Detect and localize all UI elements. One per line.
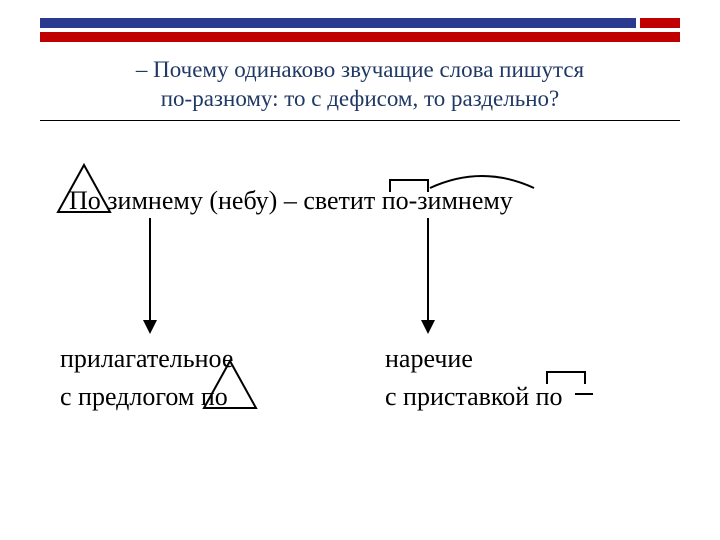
right-line-2-prefix: с приставкой <box>385 382 536 411</box>
red-square <box>640 18 680 28</box>
heading-divider <box>40 120 680 121</box>
right-line-1: наречие <box>385 340 563 378</box>
prefix-bracket-icon <box>545 368 587 386</box>
sentence-part-1: зимнему (небу) – светит <box>101 186 382 215</box>
sentence-part-2: зимнему <box>417 186 513 215</box>
blue-bar <box>40 18 636 28</box>
triangle-icon <box>54 162 114 218</box>
heading-line-2: по-разному: то с дефисом, то раздельно? <box>161 86 559 111</box>
arrow-down-icon <box>416 218 440 336</box>
heading-line-1: – Почему одинаково звучащие слова пишутс… <box>136 57 584 82</box>
prefix-bracket-icon <box>388 176 430 194</box>
triangle-icon <box>200 358 260 414</box>
right-description: наречие с приставкой по <box>385 340 563 415</box>
diagram: По зимнему (небу) – светит по-зимнему пр… <box>60 160 660 520</box>
left-line-2-prefix: с предлогом <box>60 382 201 411</box>
right-line-2: с приставкой по <box>385 378 563 416</box>
dash-icon <box>575 390 593 398</box>
root-arc-icon <box>428 170 536 190</box>
example-sentence: По зимнему (небу) – светит по-зимнему <box>60 186 513 216</box>
prefix-po-4: по <box>536 382 563 411</box>
bar-row-1 <box>40 18 680 28</box>
decorative-top-bars <box>40 18 680 42</box>
page-title: – Почему одинаково звучащие слова пишутс… <box>0 56 720 114</box>
arrow-down-icon <box>138 218 162 336</box>
red-bar <box>40 32 680 42</box>
